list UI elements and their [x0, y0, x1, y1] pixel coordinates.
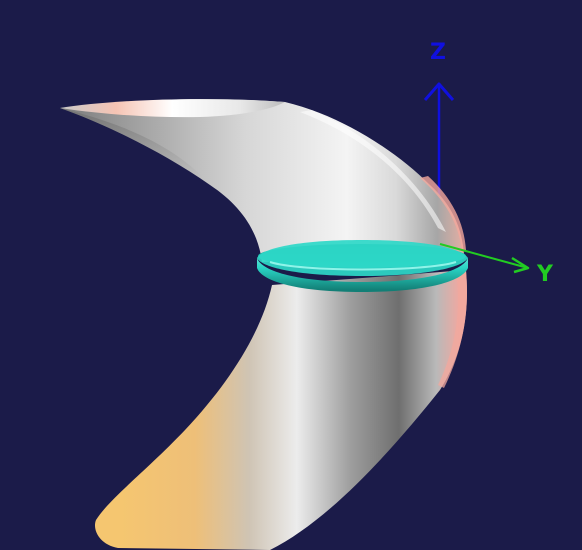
- horn-lower-body: [94, 270, 467, 550]
- ring-highlight: [269, 261, 457, 271]
- ring-front[interactable]: [257, 258, 468, 292]
- horn-lower-rim: [438, 272, 468, 388]
- horn-upper-rim: [420, 176, 466, 250]
- y-axis-label: Y: [537, 262, 553, 287]
- z-axis-label: Z: [430, 40, 446, 65]
- y-axis: [439, 243, 530, 274]
- horn-mouth: [60, 99, 285, 118]
- ring-top-face: [257, 240, 468, 276]
